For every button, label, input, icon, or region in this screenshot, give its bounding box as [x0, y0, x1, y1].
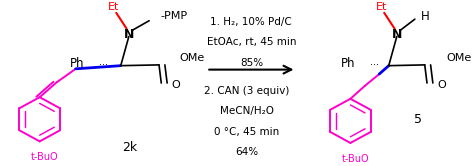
Text: 85%: 85%: [240, 58, 263, 68]
Text: H: H: [421, 9, 429, 23]
Text: 0 °C, 45 min: 0 °C, 45 min: [214, 127, 280, 137]
Text: t-BuO: t-BuO: [341, 154, 369, 164]
Text: O: O: [171, 80, 180, 90]
Text: Ph: Ph: [70, 57, 85, 70]
Text: ···: ···: [99, 60, 108, 70]
Text: 2k: 2k: [122, 141, 137, 154]
Text: Et: Et: [108, 1, 119, 12]
Text: EtOAc, rt, 45 min: EtOAc, rt, 45 min: [207, 37, 296, 47]
Text: OMe: OMe: [179, 53, 205, 63]
Text: N: N: [392, 28, 402, 42]
Text: MeCN/H₂O: MeCN/H₂O: [220, 106, 274, 116]
Text: Ph: Ph: [340, 57, 355, 70]
Text: 1. H₂, 10% Pd/C: 1. H₂, 10% Pd/C: [210, 17, 292, 27]
Text: t-BuO: t-BuO: [31, 152, 58, 162]
Text: N: N: [124, 28, 134, 42]
Text: 5: 5: [414, 113, 422, 126]
Text: Et: Et: [376, 1, 388, 12]
Text: 2. CAN (3 equiv): 2. CAN (3 equiv): [204, 86, 290, 96]
Text: -PMP: -PMP: [160, 11, 188, 21]
Text: 64%: 64%: [235, 147, 258, 157]
Text: O: O: [437, 80, 446, 90]
Text: ···: ···: [370, 60, 379, 70]
Text: OMe: OMe: [447, 53, 472, 63]
